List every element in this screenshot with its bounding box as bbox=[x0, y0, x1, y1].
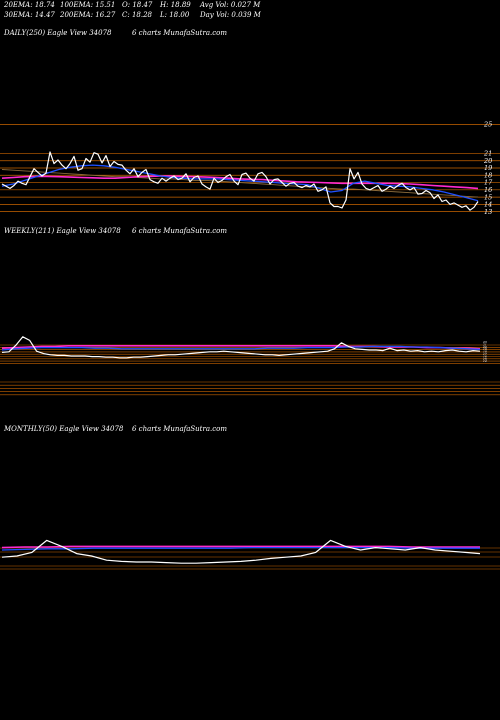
daily-price-line bbox=[1, 151, 479, 211]
y-tick-label: 15 bbox=[484, 193, 492, 201]
y-tick-label: 21 bbox=[482, 342, 487, 346]
header-ema200: 200EMA: 16.27 bbox=[60, 11, 116, 19]
weekly-panel-site: 6 charts MunafaSutra.com bbox=[132, 227, 228, 235]
monthly-price-line bbox=[1, 539, 481, 564]
y-tick-label: 18 bbox=[483, 350, 487, 354]
y-tick-label: 20 bbox=[483, 157, 492, 165]
y-tick-label: 25 bbox=[483, 121, 492, 129]
monthly-panel-site: 6 charts MunafaSutra.com bbox=[132, 425, 228, 433]
header-ema30: 30EMA: 14.47 bbox=[4, 11, 55, 19]
y-tick-label: 16 bbox=[483, 354, 487, 358]
header-avg-vol: Avg Vol: 0.027 M bbox=[200, 1, 261, 9]
header-ema100: 100EMA: 15.51 bbox=[60, 1, 116, 9]
y-tick-label: 17 bbox=[483, 352, 487, 356]
daily-ema_mid-line bbox=[1, 169, 479, 198]
y-tick-label: 19 bbox=[484, 164, 492, 172]
weekly-price-line bbox=[1, 336, 481, 359]
header-high: H: 18.89 bbox=[160, 1, 191, 9]
weekly-ema_short-line bbox=[1, 345, 481, 351]
y-tick-label: 15 bbox=[483, 357, 487, 361]
daily-panel-site: 6 charts MunafaSutra.com bbox=[132, 29, 228, 37]
y-tick-label: 13 bbox=[484, 208, 492, 216]
daily-panel-label: DAILY(250) Eagle View 34078 bbox=[4, 29, 112, 37]
y-tick-label: 17 bbox=[484, 179, 493, 187]
y-tick-label: 19 bbox=[483, 347, 487, 351]
y-tick-label: 14 bbox=[483, 359, 487, 363]
y-tick-label: 20 bbox=[482, 345, 487, 349]
weekly-panel-label: WEEKLY(211) Eagle View 34078 bbox=[4, 227, 121, 235]
monthly-ema_long-line bbox=[1, 545, 480, 549]
monthly-ema_short-line bbox=[1, 546, 480, 551]
header-close: C: 18.28 bbox=[122, 11, 152, 19]
y-tick-label: 21 bbox=[483, 150, 492, 158]
monthly-panel-label: MONTHLY(50) Eagle View 34078 bbox=[4, 425, 124, 433]
header-ema20: 20EMA: 18.74 bbox=[4, 1, 55, 9]
y-tick-label: 16 bbox=[484, 186, 492, 194]
header-open: O: 18.47 bbox=[122, 1, 153, 9]
header-low: L: 18.00 bbox=[160, 11, 190, 19]
y-tick-label: 18 bbox=[484, 171, 492, 179]
y-tick-label: 14 bbox=[484, 201, 492, 209]
header-day-vol: Day Vol: 0.039 M bbox=[200, 11, 261, 19]
y-tick-label: 23 bbox=[482, 340, 487, 344]
